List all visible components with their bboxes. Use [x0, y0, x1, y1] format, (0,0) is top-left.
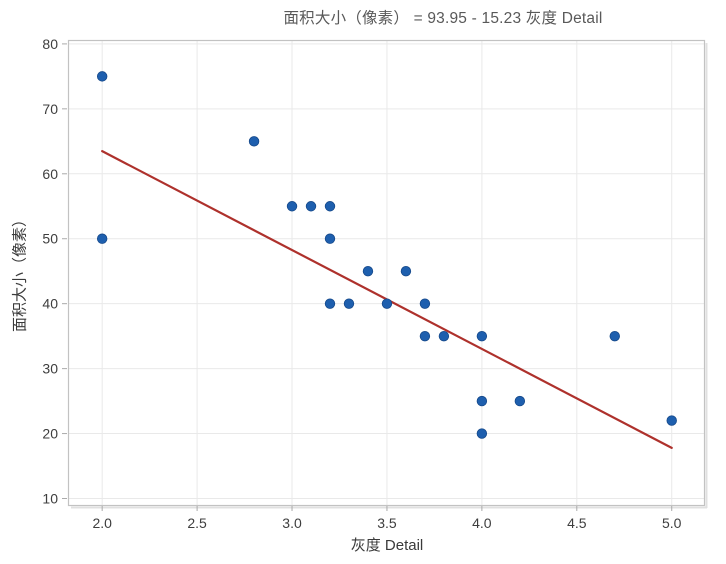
y-tick-label: 50	[42, 231, 58, 247]
data-point	[609, 330, 620, 342]
data-point	[324, 201, 336, 212]
data-point	[514, 395, 526, 407]
y-tick-label: 60	[42, 166, 58, 182]
data-point	[248, 136, 260, 147]
y-tick-label: 40	[42, 296, 58, 312]
data-point	[476, 428, 488, 439]
data-point	[305, 201, 317, 212]
data-point	[476, 330, 488, 342]
chart-title: 面积大小（像素） = 93.95 - 15.23 灰度 Detail	[283, 10, 603, 27]
data-point	[324, 233, 336, 244]
x-tick-label: 3.0	[282, 515, 302, 531]
x-tick-label: 3.5	[377, 515, 397, 531]
data-point	[381, 298, 393, 309]
data-point	[419, 330, 431, 342]
plot-frame	[67, 39, 706, 507]
data-point	[96, 71, 108, 82]
x-tick-label: 4.0	[472, 515, 492, 531]
data-point	[400, 266, 412, 277]
y-tick-label: 10	[42, 491, 58, 507]
x-tick-label: 4.5	[567, 515, 587, 531]
data-point	[96, 233, 108, 244]
data-point	[343, 298, 355, 309]
x-tick-label: 2.5	[187, 515, 207, 531]
data-point	[324, 298, 336, 309]
x-tick-label: 2.0	[92, 515, 112, 531]
data-point	[666, 415, 677, 426]
y-tick-label: 30	[42, 361, 58, 377]
data-point	[286, 201, 298, 212]
data-point	[476, 395, 488, 407]
data-point	[438, 330, 450, 342]
y-tick-label: 20	[42, 426, 58, 442]
data-point	[362, 266, 374, 277]
x-tick-label: 5.0	[662, 515, 682, 531]
y-tick-label: 80	[42, 36, 58, 52]
data-point	[419, 298, 431, 309]
x-axis-label: 灰度 Detail	[350, 537, 424, 554]
y-tick-label: 70	[42, 101, 58, 117]
